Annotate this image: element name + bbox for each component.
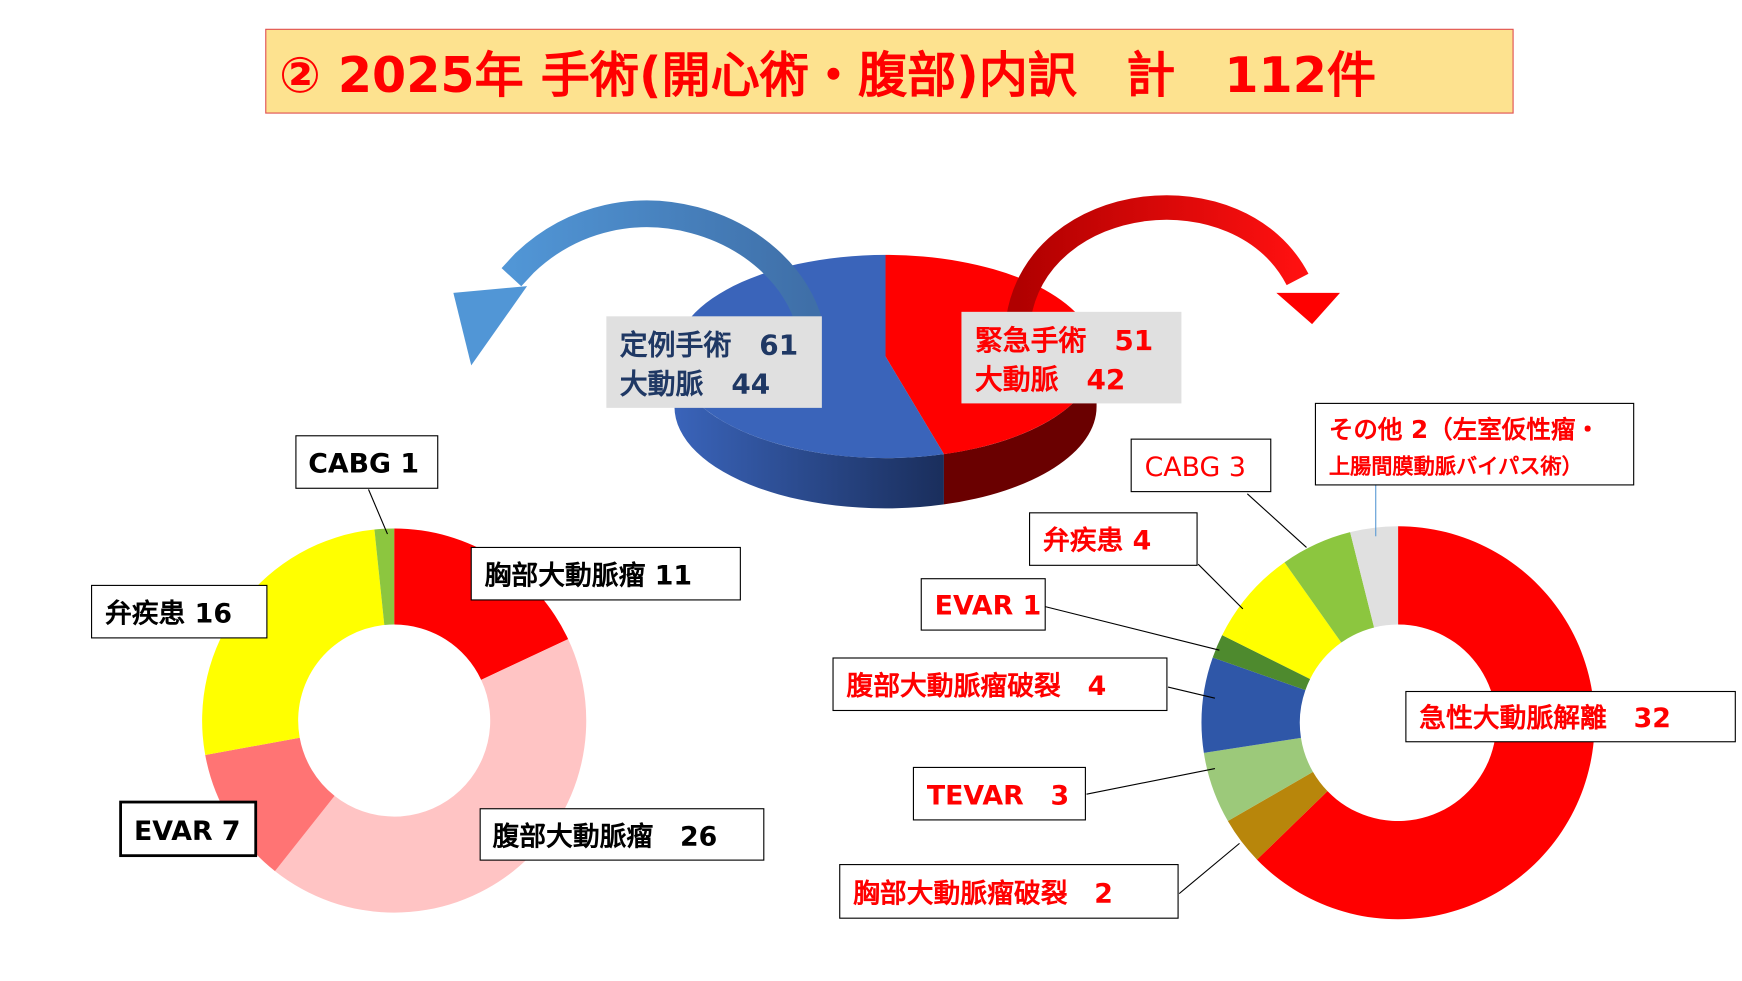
donut-segment-EVAR (205, 737, 335, 872)
label-other: その他 2（左室仮性瘤・ 上腸間膜動脈バイパス術） (1314, 402, 1635, 486)
elective-aorta-count: 大動脈 44 (620, 367, 770, 400)
label-cabg-left: CABG 1 (295, 435, 439, 489)
label-abdominal-aneurysm: 腹部大動脈瘤 26 (479, 808, 765, 861)
donut-segment-CABG (1284, 532, 1375, 643)
label-text: 急性大動脈解離 32 (1419, 702, 1671, 734)
pie-side-emergency (943, 356, 1097, 505)
label-text: 上腸間膜動脈バイパス術） (1329, 455, 1583, 480)
label-valve-left: 弁疾患 16 (91, 584, 268, 639)
donut-segment-CABG (374, 528, 395, 626)
elective-label: 定例手術 61 大動脈 44 (606, 316, 822, 408)
label-thoracic-rupture: 胸部大動脈瘤破裂 2 (839, 864, 1179, 919)
label-text: 腹部大動脈瘤 26 (491, 821, 717, 853)
label-text: 胸部大動脈瘤 11 (485, 559, 692, 591)
emergency-count: 緊急手術 51 (975, 324, 1153, 357)
emergency-aorta-count: 大動脈 42 (975, 363, 1125, 396)
title-box (265, 28, 1514, 114)
label-evar-left: EVAR 7 (119, 800, 258, 858)
chart-title: ② 2025年 手術(開心術・腹部)内訳 計 112件 (279, 46, 1376, 104)
donut-segment-TEVAR (1203, 737, 1313, 822)
label-text: 腹部大動脈瘤破裂 4 (845, 670, 1106, 702)
label-abdominal-rupture: 腹部大動脈瘤破裂 4 (832, 657, 1168, 712)
label-evar-right: EVAR 1 (920, 578, 1046, 631)
label-tevar: TEVAR 3 (912, 766, 1086, 821)
label-text: 胸部大動脈瘤破裂 2 (853, 878, 1113, 910)
emergency-donut (1201, 526, 1595, 920)
label-text: CABG 3 (1145, 452, 1246, 483)
label-acute-dissection: 急性大動脈解離 32 (1405, 690, 1736, 743)
leader-lines (367, 484, 1377, 895)
label-valve-right: 弁疾患 4 (1029, 512, 1198, 566)
donut-segment-EVAR (1212, 635, 1311, 691)
donut-segment-胸部大動脈瘤 (394, 528, 569, 680)
label-text: その他 2（左室仮性瘤・ (1329, 415, 1600, 444)
label-cabg-right: CABG 3 (1130, 438, 1272, 493)
donut-segment-弁疾患 (1222, 562, 1342, 679)
arrow-to-elective (453, 200, 823, 366)
donut-segment-その他 (1350, 526, 1399, 628)
donut-segment-弁疾患 (202, 529, 385, 755)
emergency-label: 緊急手術 51 大動脈 42 (961, 311, 1182, 404)
label-text: 弁疾患 4 (1043, 525, 1151, 557)
label-text: TEVAR 3 (927, 780, 1069, 811)
donut-segment-腹部大動脈瘤破裂 (1201, 657, 1306, 753)
elective-count: 定例手術 61 (620, 328, 798, 361)
arrow-to-emergency (1006, 195, 1340, 325)
donut-segment-急性大動脈解離 (1256, 526, 1595, 920)
label-text: CABG 1 (308, 449, 419, 480)
label-text: EVAR 7 (134, 816, 241, 847)
donut-segment-胸部大動脈瘤破裂 (1227, 771, 1328, 860)
label-text: EVAR 1 (935, 590, 1042, 621)
label-thoracic-aneurysm: 胸部大動脈瘤 11 (470, 546, 741, 601)
pie-side-elective (674, 356, 944, 509)
donut-segment-腹部大動脈瘤 (274, 639, 587, 913)
label-text: 弁疾患 16 (105, 597, 232, 629)
